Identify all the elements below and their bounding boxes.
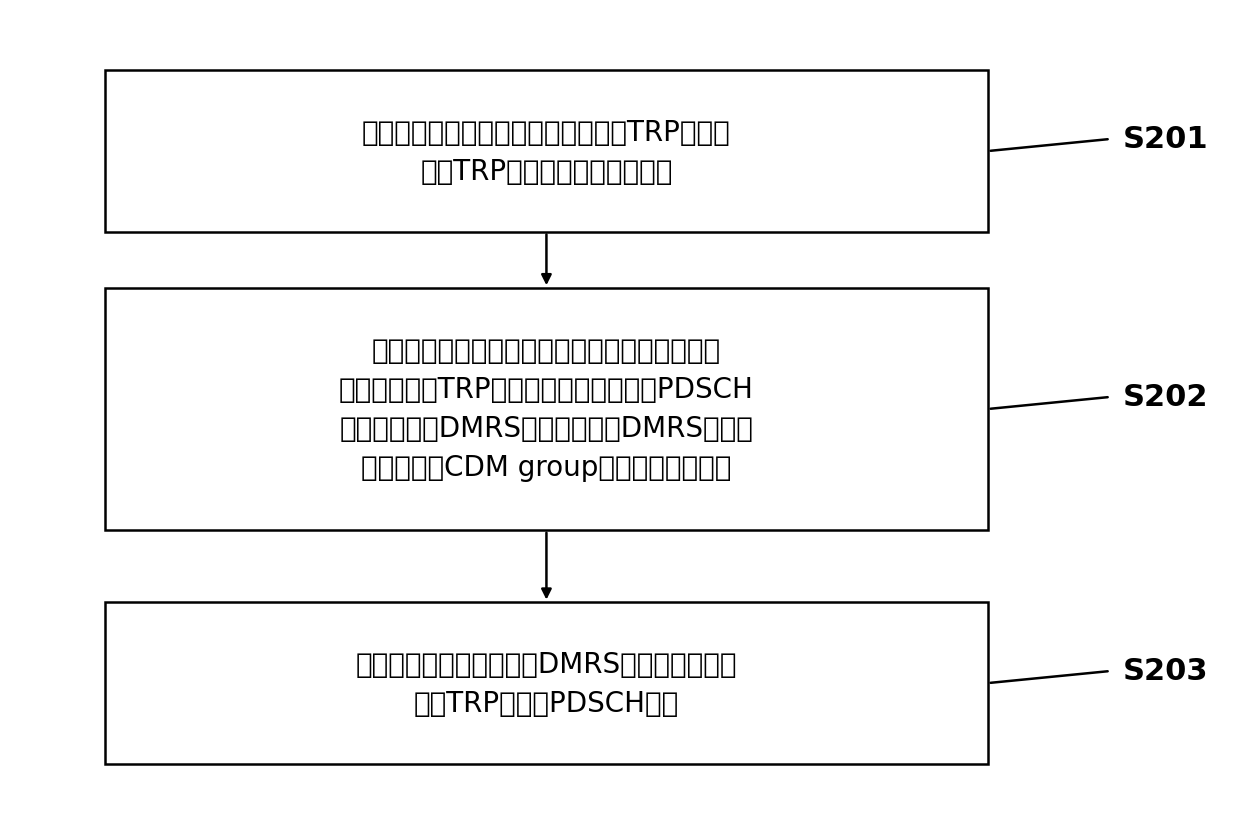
Text: S202: S202 bbox=[1122, 383, 1208, 412]
Text: S201: S201 bbox=[1122, 125, 1208, 154]
FancyBboxPatch shape bbox=[105, 289, 988, 530]
Text: 所述终端设备在每个所述DMRS端口接收来自对
应的TRP发送的PDSCH数据: 所述终端设备在每个所述DMRS端口接收来自对 应的TRP发送的PDSCH数据 bbox=[356, 649, 738, 717]
FancyBboxPatch shape bbox=[105, 603, 988, 764]
Text: 终端设备接收来自多个发射及接收点TRP中至少
一个TRP发送的高层预设参数集: 终端设备接收来自多个发射及接收点TRP中至少 一个TRP发送的高层预设参数集 bbox=[362, 119, 730, 185]
FancyBboxPatch shape bbox=[105, 71, 988, 233]
Text: 所述终端设备根据至少一个所述高层预设参数集
确定所述多个TRP发送物理下行共享信道PDSCH
数据时关联的DMRS端口，其中，DMRS端口与
码分复用组CDM : 所述终端设备根据至少一个所述高层预设参数集 确定所述多个TRP发送物理下行共享信… bbox=[339, 337, 754, 482]
Text: S203: S203 bbox=[1122, 657, 1208, 686]
